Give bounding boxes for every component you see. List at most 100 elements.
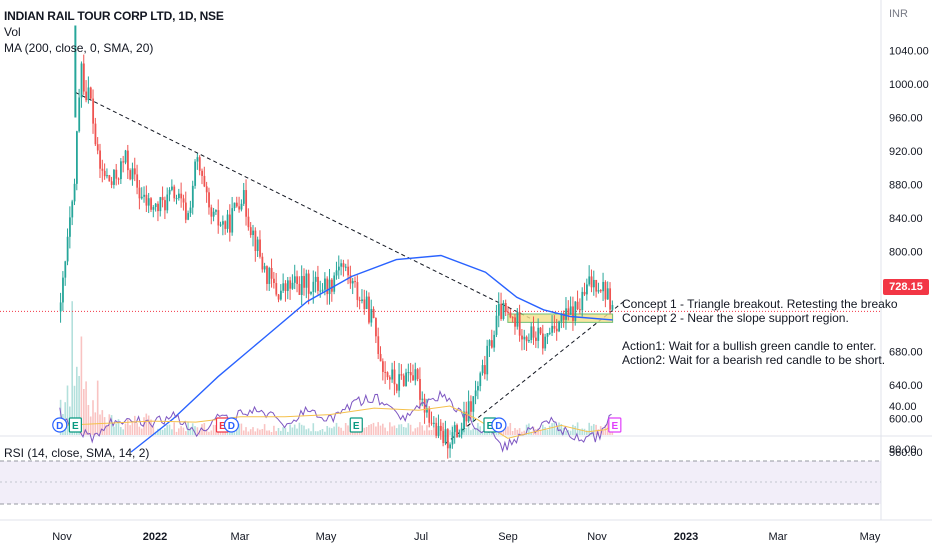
- candle: [423, 398, 426, 413]
- volume-bar: [474, 427, 477, 435]
- symbol-title[interactable]: INDIAN RAIL TOUR CORP LTD, 1D, NSE: [4, 9, 224, 23]
- candle: [182, 198, 185, 203]
- volume-bar: [147, 415, 150, 435]
- volume-bar: [560, 424, 563, 435]
- candle: [231, 208, 234, 233]
- time-tick-label: Nov: [587, 531, 607, 543]
- candle: [419, 379, 421, 400]
- volume-bar: [395, 428, 398, 435]
- candle: [400, 374, 403, 376]
- candle: [296, 276, 299, 285]
- volume-bar: [208, 431, 210, 435]
- time-tick-label: 2023: [674, 531, 698, 543]
- annotation-line-5: Action2: Wait for a bearish red candle t…: [622, 353, 886, 367]
- volume-bar: [212, 424, 215, 435]
- candle: [324, 278, 326, 290]
- volume-bar: [569, 430, 572, 435]
- candle: [474, 390, 477, 397]
- volume-bar: [115, 423, 117, 435]
- trendline-1: [75, 91, 531, 319]
- volume-bar: [78, 376, 80, 435]
- candle: [460, 428, 463, 435]
- event-marker-label: D: [495, 421, 502, 432]
- candle: [303, 276, 305, 288]
- time-tick-label: Mar: [231, 531, 250, 543]
- volume-bar: [140, 428, 143, 435]
- rsi-legend[interactable]: RSI (14, close, SMA, 14, 2): [4, 446, 150, 460]
- volume-bar: [80, 336, 83, 435]
- volume-bar: [226, 430, 229, 435]
- volume-bar: [136, 423, 138, 435]
- volume-bar: [400, 424, 403, 435]
- volume-bar: [331, 428, 333, 435]
- volume-bar: [249, 429, 252, 435]
- candle: [331, 279, 333, 292]
- volume-bar: [586, 430, 588, 435]
- candle: [205, 186, 208, 193]
- candle: [173, 186, 176, 199]
- price-tick-label: 640.00: [889, 380, 923, 392]
- candle: [166, 194, 169, 211]
- candle: [240, 203, 243, 210]
- candle: [453, 425, 456, 433]
- candle: [516, 311, 519, 327]
- candle: [481, 365, 484, 374]
- time-tick-label: 2022: [143, 531, 167, 543]
- candle: [133, 168, 136, 175]
- candle: [356, 282, 359, 300]
- candle: [89, 87, 92, 99]
- candle: [382, 361, 384, 372]
- volume-bar: [229, 431, 231, 435]
- candle: [569, 306, 572, 315]
- candle: [171, 186, 173, 190]
- volume-bar: [106, 424, 108, 435]
- candle: [298, 284, 301, 295]
- event-marker-label: E: [219, 421, 226, 432]
- candle: [263, 266, 266, 270]
- candle: [101, 168, 104, 171]
- candle: [592, 279, 595, 288]
- candle: [161, 197, 164, 201]
- candle: [349, 275, 352, 284]
- volume-legend[interactable]: Vol: [4, 25, 21, 39]
- ma-legend[interactable]: MA (200, close, 0, SMA, 20): [4, 41, 154, 55]
- volume-bar: [386, 431, 389, 435]
- earnings-marker: [608, 417, 622, 433]
- candle: [586, 284, 588, 295]
- candle: [463, 411, 465, 429]
- candle: [384, 371, 387, 373]
- candle: [210, 207, 213, 217]
- candle: [451, 432, 454, 445]
- candle: [518, 311, 521, 336]
- volume-bar: [548, 425, 551, 435]
- candle: [558, 321, 561, 332]
- candle: [259, 239, 261, 257]
- annotation-line-4: Action1: Wait for a bullish green candle…: [622, 339, 877, 353]
- candle: [80, 63, 83, 98]
- volume-bar: [340, 427, 342, 435]
- candle: [484, 365, 486, 375]
- volume-bar: [205, 429, 208, 435]
- candle: [407, 372, 410, 374]
- candle: [175, 198, 178, 200]
- volume-bar: [370, 424, 372, 435]
- candle: [551, 325, 554, 333]
- candle: [319, 290, 322, 292]
- volume-bar: [92, 400, 94, 435]
- volume-bar: [338, 426, 340, 435]
- candle: [201, 170, 203, 176]
- volume-bar: [389, 422, 391, 435]
- candle: [82, 63, 85, 92]
- volume-bar: [421, 425, 423, 435]
- annotation-line-1: Concept 1 - Triangle breakout. Retesting…: [622, 297, 898, 311]
- candle: [147, 198, 150, 206]
- candle: [140, 196, 143, 199]
- volume-bar: [546, 429, 549, 435]
- volume-bar: [428, 430, 430, 435]
- candle: [150, 198, 152, 210]
- ma200-line: [130, 254, 613, 453]
- candle: [136, 174, 139, 188]
- candle: [590, 276, 593, 288]
- candle: [335, 270, 338, 276]
